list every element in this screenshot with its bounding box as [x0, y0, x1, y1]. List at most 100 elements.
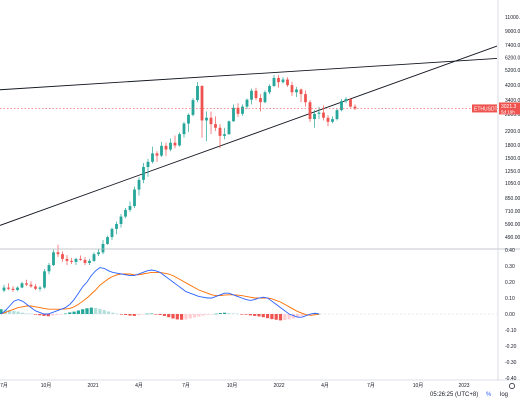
- candle-body: [7, 287, 10, 289]
- candle-body: [173, 142, 177, 146]
- candle-body: [340, 101, 343, 111]
- candle-body: [169, 142, 172, 150]
- macd-histogram-bar: [287, 314, 291, 320]
- candle-body: [65, 258, 69, 261]
- symbol-tag-bg: [472, 104, 497, 113]
- candle-body: [146, 161, 150, 168]
- candle-body: [209, 117, 213, 125]
- candle-body: [232, 107, 235, 122]
- candle-body: [124, 209, 127, 217]
- macd-histogram-bar: [184, 314, 188, 320]
- time-tick-label: 2023: [458, 383, 469, 389]
- macd-tick-label: 0.30: [505, 264, 515, 270]
- candle-body: [313, 113, 316, 120]
- macd-histogram-bar: [85, 308, 89, 314]
- macd-histogram-bar: [240, 314, 244, 315]
- candle-body: [308, 102, 312, 120]
- macd-tick-label: 0.00: [505, 312, 515, 318]
- price-tick-label: 710.00: [505, 209, 520, 215]
- candle-body: [290, 85, 294, 93]
- macd-histogram-bar: [167, 314, 171, 318]
- macd-tick-label: -0.30: [505, 360, 517, 366]
- price-tag: 3021.3: [501, 104, 517, 110]
- macd-histogram-bar: [205, 314, 209, 315]
- macd-histogram-bar: [63, 313, 68, 315]
- macd-histogram-bar: [274, 314, 278, 320]
- candle-body: [83, 259, 87, 263]
- macd-histogram-bar: [76, 310, 80, 314]
- macd-histogram-bar: [180, 314, 184, 320]
- macd-histogram-bar: [154, 314, 158, 315]
- price-tick-label: 7400.00: [505, 43, 520, 49]
- macd-histogram-bar: [124, 314, 128, 315]
- status-time: 05:26:25 (UTC+8): [430, 392, 479, 398]
- time-tick-label: 7月: [367, 383, 375, 389]
- macd-histogram-bar: [261, 314, 265, 318]
- macd-histogram-bar: [29, 313, 33, 315]
- candle-body: [196, 85, 199, 101]
- candle-body: [295, 89, 298, 93]
- candle-body: [322, 112, 325, 118]
- candle-body: [227, 121, 231, 135]
- macd-histogram-bar: [16, 311, 20, 314]
- macd-histogram-bar: [231, 313, 235, 314]
- macd-histogram-bar: [162, 314, 166, 316]
- macd-histogram-bar: [94, 307, 98, 314]
- macd-histogram-bar: [128, 314, 132, 316]
- macd-histogram-bar: [59, 314, 63, 315]
- candle-body: [119, 216, 123, 224]
- macd-histogram-bar: [214, 313, 218, 315]
- candle-body: [164, 145, 168, 150]
- macd-histogram-bar: [257, 314, 261, 317]
- macd-histogram-bar: [111, 312, 115, 314]
- macd-histogram-bar: [0, 309, 3, 314]
- candle-body: [214, 124, 217, 128]
- macd-tick-label: -0.20: [505, 344, 517, 350]
- percent-toggle[interactable]: %: [486, 392, 492, 398]
- macd-histogram-bar: [141, 314, 145, 315]
- candle-body: [331, 119, 334, 122]
- candle-body: [299, 89, 303, 95]
- macd-histogram-bar: [46, 314, 50, 317]
- price-tick-label: 5200.00: [505, 68, 520, 74]
- macd-tick-label: 0.10: [505, 296, 515, 302]
- candle-body: [70, 260, 73, 262]
- macd-histogram-bar: [3, 309, 7, 314]
- macd-histogram-bar: [115, 313, 119, 315]
- candle-body: [245, 99, 249, 107]
- time-tick-label: 4月: [321, 383, 329, 389]
- candle-body: [11, 288, 15, 290]
- macd-histogram-bar: [283, 314, 287, 321]
- candle-body: [88, 260, 91, 263]
- macd-histogram-bar: [42, 314, 46, 316]
- axes: 11000.00 9000.00 7400.00 6200.00 5200.00 4200…: [0, 0, 520, 389]
- candle-body: [74, 258, 78, 262]
- macd-histogram-bar: [278, 314, 283, 321]
- candle-body: [317, 112, 321, 114]
- log-toggle[interactable]: log: [500, 392, 509, 398]
- trendline-lower: [0, 45, 498, 226]
- candle-body: [160, 145, 163, 156]
- signal-line: [0, 271, 320, 316]
- macd-histogram-bar: [89, 307, 93, 314]
- macd-histogram-bar: [270, 314, 274, 320]
- macd-histogram-bar: [296, 314, 300, 318]
- time-tick-label: 2021: [87, 383, 98, 389]
- macd-histogram-bar: [55, 314, 59, 315]
- time-tick-label: 7月: [0, 383, 8, 389]
- candle-body: [182, 123, 186, 135]
- candle-body: [218, 127, 222, 136]
- candle-body: [344, 99, 348, 102]
- candle-body: [151, 153, 154, 162]
- candle-body: [106, 237, 109, 244]
- price-tick-label: 11000.00: [505, 15, 520, 21]
- candle-body: [281, 79, 285, 83]
- macd-histogram-bar: [313, 313, 317, 315]
- price-tick-label: 2800.00: [505, 112, 520, 118]
- candle-body: [268, 85, 271, 93]
- macd-histogram-bar: [158, 314, 162, 315]
- macd-line: [0, 267, 320, 318]
- macd-tick-label: 0.20: [505, 280, 515, 286]
- candle-body: [191, 100, 195, 115]
- candle-body: [304, 94, 307, 103]
